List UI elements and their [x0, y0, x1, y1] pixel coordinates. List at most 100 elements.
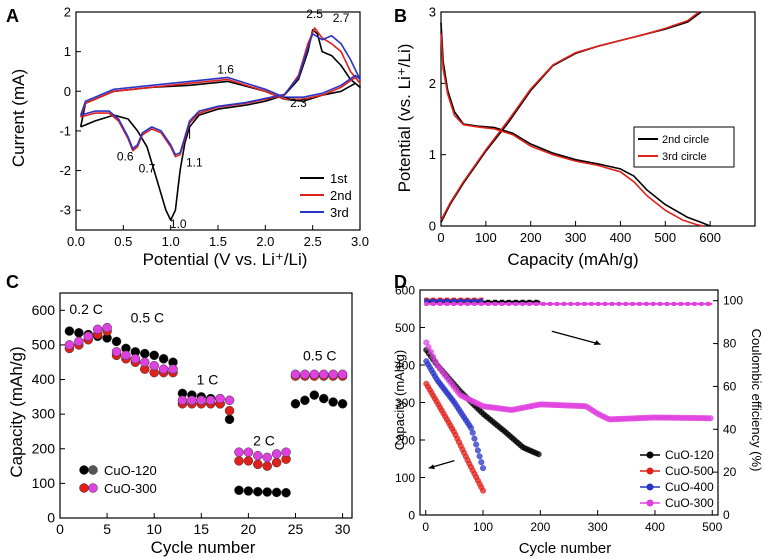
panel-d-ce-point [671, 301, 676, 306]
panel-d-ce-point [534, 299, 539, 304]
panel-c-point [309, 390, 320, 400]
panel-d-capacity-point [469, 429, 476, 436]
panel-c-point [149, 360, 159, 371]
panel-c-point [262, 487, 272, 497]
panel-d-ce-point [554, 301, 559, 306]
panel-c-point [262, 461, 272, 471]
panel-d-ce-point [596, 301, 601, 306]
panel-label-a: A [6, 6, 19, 26]
panel-d-legend-label: CuO-500 [665, 464, 714, 478]
panel-d-ce-point [493, 301, 498, 306]
panel-b-xtick-label: 100 [475, 230, 497, 245]
panel-d-legend-marker [646, 467, 654, 475]
panel-label-b: B [394, 6, 407, 26]
panel-d-ytick-right-label: 0 [723, 508, 730, 522]
panel-c-point [253, 450, 263, 461]
panel-b-legend-label: 3rd circle [662, 151, 707, 163]
panel-b-ytick-label: 3 [429, 5, 436, 20]
panel-d-ce-point [520, 299, 525, 304]
panel-c-point [337, 399, 348, 409]
panel-c-xlabel: Cycle number [151, 538, 256, 557]
panel-d-ytick-right-label: 80 [723, 337, 737, 351]
panel-d-ce-point [493, 299, 498, 304]
panel-c-point [271, 457, 282, 468]
panel-b-discharge-2nd circle [440, 22, 711, 227]
panel-c-xtick-label: 15 [194, 521, 210, 537]
panel-d-ce-point [499, 299, 504, 304]
panel-c-rate-label: 0.2 C [69, 301, 102, 317]
panel-d-ce-point [582, 301, 587, 306]
panel-b-discharge-3rd circle [440, 33, 704, 227]
panel-d-legend-label: CuO-400 [665, 480, 714, 494]
panel-d-ce-point [465, 298, 470, 303]
panel-a-ytick-label: 1 [64, 44, 71, 59]
panel-d-ce-point [472, 298, 477, 303]
panel-d-arrowhead-left [428, 464, 435, 470]
panel-c-point [243, 456, 254, 466]
panel-d-capacity-point [707, 415, 714, 422]
panel-c-point [281, 447, 291, 457]
panel-c-point [290, 399, 301, 409]
panel-c-rate-label: 2 C [253, 432, 275, 448]
panel-d-ce-point [486, 299, 491, 304]
panel-c-point [140, 357, 150, 367]
panel-c-point [224, 414, 235, 425]
panel-a-peak-label: 1.0 [170, 217, 187, 231]
panel-d-ce-point [424, 298, 429, 303]
panel-d-capacity-point [427, 348, 434, 355]
panel-a-ytick-label: -2 [59, 163, 71, 178]
panel-d-capacity-point [480, 465, 487, 472]
panel-c-point [158, 364, 169, 374]
panel-a-legend-label: 2nd [330, 188, 352, 203]
panel-c-rate-label: 0.5 C [131, 309, 164, 325]
panel-d-xtick-label: 400 [645, 520, 665, 534]
panel-d-capacity-point [476, 453, 483, 460]
panel-c-ytick-label: 100 [32, 475, 56, 491]
panel-c-point [253, 459, 263, 470]
panel-c-rate-label: 0.5 C [303, 348, 336, 364]
panel-d-ce-point [479, 298, 484, 303]
panel-d-ce-point [561, 301, 566, 306]
panel-d-ylabel-right: Coulombic efficiency (%) [749, 329, 764, 472]
panel-d-ce-point [444, 301, 449, 306]
panel-c-point [337, 369, 348, 380]
panel-b-xtick-label: 500 [654, 230, 676, 245]
panel-a-ytick-label: -3 [59, 203, 71, 218]
panel-c-point [328, 397, 338, 407]
panel-a-xtick-label: 3.0 [351, 234, 369, 249]
panel-d-ce-point [678, 301, 683, 306]
panel-a-series-2nd [79, 27, 361, 158]
panel-a-peak-label: 2.5 [306, 7, 323, 21]
panel-d-ytick-label: 200 [395, 434, 415, 448]
panel-a-xtick-label: 2.0 [256, 234, 274, 249]
panel-c-ylabel: Capacity (mAh/g) [7, 346, 26, 477]
panel-a-ytick-label: 2 [64, 5, 71, 20]
panel-a-xtick-label: 0.0 [67, 234, 85, 249]
panel-c-point [187, 395, 197, 406]
panel-b-xtick-label: 400 [610, 230, 632, 245]
panel-d-ce-point [438, 298, 443, 303]
panel-c-legend-marker [88, 465, 98, 475]
panel-c-point [83, 331, 94, 342]
panel-d-ce-point [534, 301, 539, 306]
panel-c-ytick-label: 400 [32, 371, 56, 387]
panel-d-xtick-label: 300 [588, 520, 608, 534]
panel-d-ce-point [685, 301, 690, 306]
panel-d-ytick-label: 100 [395, 471, 415, 485]
panel-d-ce-point [424, 301, 429, 306]
panel-c-xtick-label: 5 [103, 521, 111, 537]
panel-c-point [318, 369, 329, 380]
panel-b-legend-box [633, 126, 735, 168]
panel-b-xtick-label: 0 [437, 230, 444, 245]
panel-c-point [168, 364, 178, 374]
panel-c-point [140, 348, 150, 359]
panel-b-xtick-label: 600 [699, 230, 721, 245]
panel-d-ytick-right-label: 40 [723, 422, 737, 436]
panel-a-arrow [284, 96, 299, 102]
panel-b-ytick-label: 2 [429, 76, 436, 91]
panel-c-point [234, 485, 244, 496]
panel-c-point [64, 326, 75, 336]
panel-d-ce-point [451, 301, 456, 306]
panel-d-capacity-point [535, 451, 542, 458]
panel-c-point [281, 487, 291, 498]
